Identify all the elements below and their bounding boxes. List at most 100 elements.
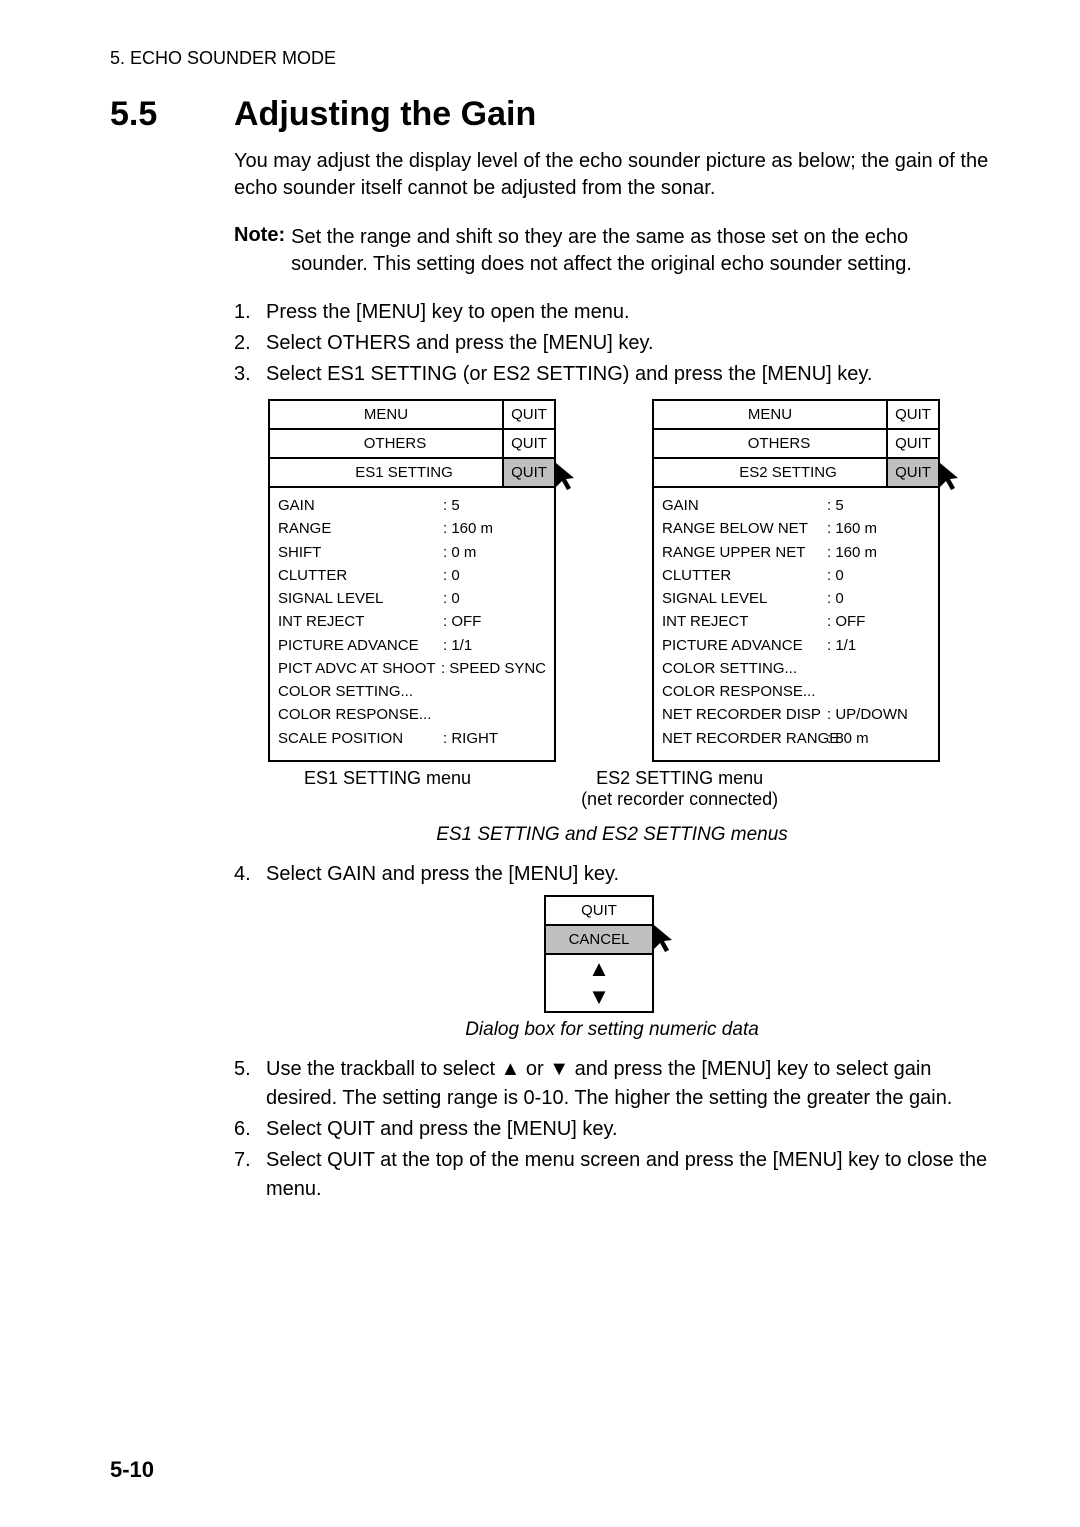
menu-item-value [443,680,546,703]
menu-item-key: GAIN [278,494,443,517]
step-2: 2. Select OTHERS and press the [MENU] ke… [234,329,990,358]
menu-item-value: : UP/DOWN [827,703,930,726]
dialog-down-arrow[interactable]: ▼ [546,983,652,1011]
menu-quit-cell[interactable]: QUIT [502,401,554,428]
menu-item[interactable]: INT REJECT: OFF [278,610,546,633]
menu-item-key: SHIFT [278,541,443,564]
step-text: Select ES1 SETTING (or ES2 SETTING) and … [266,360,990,389]
menu-header-row: MENU QUIT [654,401,938,430]
menu-item-key: SIGNAL LEVEL [278,587,443,610]
intro-paragraph: You may adjust the display level of the … [234,148,990,202]
menu-item-value: : OFF [827,610,930,633]
step-text: Select QUIT at the top of the menu scree… [266,1146,990,1204]
menu-header-label: MENU [270,401,502,428]
menu-item[interactable]: RANGE BELOW NET: 160 m [662,517,930,540]
menu-item-key: NET RECORDER DISP [662,703,827,726]
step-1: 1. Press the [MENU] key to open the menu… [234,298,990,327]
section-header: 5. ECHO SOUNDER MODE [110,48,990,69]
step-number: 5. [234,1055,266,1113]
es1-menu-column: MENU QUIT OTHERS QUIT ES1 SETTING QUIT G… [268,399,582,762]
menu-item-value: : 5 [827,494,930,517]
dialog-cancel[interactable]: CANCEL [546,926,652,955]
menu-item-value [443,703,546,726]
menu-item[interactable]: SCALE POSITION: RIGHT [278,727,546,750]
menu-item[interactable]: COLOR SETTING... [662,657,930,680]
step-text: Select OTHERS and press the [MENU] key. [266,329,990,358]
menu-quit-cell-active[interactable]: QUIT [886,459,938,486]
step-text: Select GAIN and press the [MENU] key. [266,860,990,889]
menu-item[interactable]: CLUTTER: 0 [278,564,546,587]
step-7: 7. Select QUIT at the top of the menu sc… [234,1146,990,1204]
menu-quit-cell[interactable]: QUIT [886,401,938,428]
menu-item[interactable]: COLOR RESPONSE... [662,680,930,703]
note-block: Note: Set the range and shift so they ar… [234,224,990,278]
menu-body: GAIN: 5 RANGE: 160 m SHIFT: 0 m CLUTTER:… [270,488,554,760]
menu-item[interactable]: SIGNAL LEVEL: 0 [662,587,930,610]
cursor-icon [938,461,966,491]
note-text: Set the range and shift so they are the … [291,224,990,278]
menu-item[interactable]: CLUTTER: 0 [662,564,930,587]
menu-item[interactable]: NET RECORDER RANGE: 80 m [662,727,930,750]
menu-header-label: OTHERS [270,430,502,457]
menu-header-label: ES2 SETTING [654,459,886,486]
cursor-icon [652,923,680,953]
step-6: 6. Select QUIT and press the [MENU] key. [234,1115,990,1144]
menu-item[interactable]: GAIN: 5 [662,494,930,517]
dialog-box: QUIT CANCEL ▲ ▼ [544,895,654,1013]
menu-item[interactable]: PICTURE ADVANCE: 1/1 [278,634,546,657]
es2-caption: ES2 SETTING menu (net recorder connected… [581,768,778,810]
menu-item-key: RANGE UPPER NET [662,541,827,564]
menu-item-value: : 1/1 [827,634,930,657]
menu-item-key: NET RECORDER RANGE [662,727,827,750]
menu-item-value: : SPEED SYNC [441,657,546,680]
note-label: Note: [234,224,285,278]
menu-item-value: : 0 [443,564,546,587]
menus-figure: MENU QUIT OTHERS QUIT ES1 SETTING QUIT G… [268,399,990,762]
step-3: 3. Select ES1 SETTING (or ES2 SETTING) a… [234,360,990,389]
figure-caption-2: Dialog box for setting numeric data [234,1019,990,1041]
menu-item[interactable]: GAIN: 5 [278,494,546,517]
menu-header-row: MENU QUIT [270,401,554,430]
step-number: 6. [234,1115,266,1144]
dialog-up-arrow[interactable]: ▲ [546,955,652,983]
menus-caption-row: ES1 SETTING menu ES2 SETTING menu (net r… [304,768,990,810]
menu-item-value: : 0 [827,587,930,610]
step-number: 7. [234,1146,266,1204]
dialog-figure: QUIT CANCEL ▲ ▼ [234,895,990,1013]
step-text: Select QUIT and press the [MENU] key. [266,1115,990,1144]
menu-item[interactable]: NET RECORDER DISP: UP/DOWN [662,703,930,726]
menu-item-value: : 0 m [443,541,546,564]
menu-item-key: COLOR RESPONSE... [278,703,443,726]
menu-quit-cell[interactable]: QUIT [886,430,938,457]
menu-item-key: INT REJECT [662,610,827,633]
menu-item-key: INT REJECT [278,610,443,633]
step-4: 4. Select GAIN and press the [MENU] key. [234,860,990,889]
menu-item[interactable]: SIGNAL LEVEL: 0 [278,587,546,610]
menu-item[interactable]: COLOR SETTING... [278,680,546,703]
heading-row: 5.5 Adjusting the Gain [110,95,990,134]
heading-title: Adjusting the Gain [234,95,536,134]
heading-number: 5.5 [110,95,234,134]
menu-header-row: OTHERS QUIT [270,430,554,459]
menu-header-label: ES1 SETTING [270,459,502,486]
menu-quit-cell[interactable]: QUIT [502,430,554,457]
menu-item[interactable]: PICT ADVC AT SHOOT: SPEED SYNC [278,657,546,680]
menu-item-value: : 160 m [443,517,546,540]
dialog-quit[interactable]: QUIT [546,897,652,926]
menu-item[interactable]: RANGE: 160 m [278,517,546,540]
menu-item-value [827,657,930,680]
menu-quit-cell-active[interactable]: QUIT [502,459,554,486]
menu-item-key: PICT ADVC AT SHOOT [278,657,441,680]
menu-item[interactable]: PICTURE ADVANCE: 1/1 [662,634,930,657]
menu-item-key: SIGNAL LEVEL [662,587,827,610]
menu-item-value: : OFF [443,610,546,633]
menu-item[interactable]: INT REJECT: OFF [662,610,930,633]
menu-item-key: CLUTTER [662,564,827,587]
menu-item-value [827,680,930,703]
menu-item[interactable]: RANGE UPPER NET: 160 m [662,541,930,564]
menu-item-key: COLOR RESPONSE... [662,680,827,703]
step-number: 4. [234,860,266,889]
menu-item[interactable]: SHIFT: 0 m [278,541,546,564]
menu-item-key: RANGE BELOW NET [662,517,827,540]
menu-item[interactable]: COLOR RESPONSE... [278,703,546,726]
